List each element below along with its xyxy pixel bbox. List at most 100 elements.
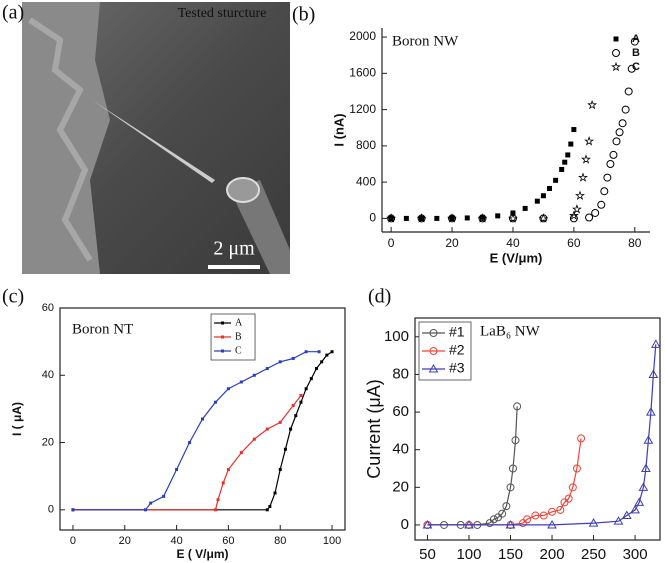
data-point	[292, 357, 295, 360]
legend-label: A	[632, 33, 640, 45]
y-tick-label: 2000	[349, 29, 376, 43]
data-point	[279, 421, 282, 424]
data-point	[305, 387, 308, 390]
data-point	[214, 401, 217, 404]
data-point	[588, 101, 596, 108]
annotation: Boron NW	[392, 33, 459, 49]
data-point	[622, 106, 629, 113]
data-point	[279, 360, 282, 363]
image-caption: Tested sturcture	[178, 6, 267, 21]
data-point	[188, 441, 191, 444]
legend-marker	[614, 37, 619, 42]
data-point	[541, 193, 546, 198]
data-point	[299, 394, 302, 397]
x-tick-label: 300	[623, 546, 648, 563]
y-tick-label: 60	[42, 302, 54, 314]
y-tick-label: 100	[384, 328, 409, 345]
data-point	[553, 178, 558, 183]
x-tick-label: 0	[70, 535, 76, 547]
y-tick-label: 20	[42, 436, 54, 448]
y-axis-label: I ( μA)	[10, 402, 24, 436]
legend-label: #2	[449, 342, 465, 358]
data-point	[592, 209, 599, 216]
data-point	[240, 451, 243, 454]
y-tick-label: 40	[392, 441, 409, 458]
data-point	[222, 481, 225, 484]
data-point	[266, 367, 269, 370]
data-point	[217, 498, 220, 501]
legend: ABC	[612, 33, 640, 73]
data-point	[274, 492, 277, 495]
data-point	[320, 360, 323, 363]
data-point	[547, 186, 552, 191]
legend-marker	[221, 350, 224, 353]
series-line	[73, 352, 332, 510]
legend-marker	[221, 322, 224, 325]
y-tick-label: 400	[356, 174, 376, 188]
data-point	[315, 367, 318, 370]
x-tick-label: 40	[170, 535, 182, 547]
data-point	[253, 438, 256, 441]
legend-label: B	[632, 47, 640, 59]
data-point	[585, 137, 593, 144]
y-tick-label: 0	[48, 504, 54, 516]
page: {"image_panel": {"label": "(a)", "captio…	[0, 0, 665, 563]
panel-label: (a)	[2, 2, 24, 24]
legend-label: C	[235, 345, 242, 356]
y-tick-label: 40	[42, 369, 54, 381]
data-point	[175, 468, 178, 471]
x-tick-label: 150	[498, 546, 523, 563]
x-tick-label: 250	[581, 546, 606, 563]
data-point	[144, 508, 147, 511]
legend: #1#2#3	[419, 322, 471, 380]
data-point	[465, 215, 470, 220]
data-point	[559, 167, 564, 172]
data-point	[266, 508, 269, 511]
legend-label: #3	[449, 360, 465, 376]
data-point	[325, 354, 328, 357]
x-axis-label: E ( V/μm)	[176, 547, 228, 561]
series-line	[73, 352, 319, 510]
x-tick-label: 80	[274, 535, 286, 547]
scale-bar-label: 2 μm	[213, 238, 255, 260]
data-point	[289, 428, 292, 431]
data-point	[227, 468, 230, 471]
x-tick-label: 50	[419, 546, 436, 563]
data-point	[607, 161, 614, 168]
data-point	[149, 502, 152, 505]
legend-label: C	[632, 61, 640, 73]
data-point	[619, 120, 626, 127]
data-point	[535, 199, 540, 204]
legend-label: B	[235, 331, 242, 342]
data-point	[268, 505, 271, 508]
data-point	[579, 174, 587, 181]
x-tick-label: 0	[388, 236, 395, 250]
series-line	[73, 396, 301, 510]
data-point	[565, 152, 570, 157]
data-point	[613, 138, 620, 145]
x-tick-label: 200	[540, 546, 565, 563]
y-tick-label: 60	[392, 403, 409, 420]
data-point	[305, 350, 308, 353]
annotation: LaB₆ NW	[480, 323, 541, 339]
x-tick-label: 60	[567, 236, 581, 250]
y-tick-label: 0	[401, 516, 409, 533]
data-point	[610, 151, 617, 158]
data-point	[601, 188, 608, 195]
data-point	[586, 214, 593, 221]
data-point	[162, 495, 165, 498]
y-tick-label: 1600	[349, 66, 376, 80]
y-axis-label: I (nA)	[331, 113, 346, 146]
x-tick-label: 80	[628, 236, 642, 250]
legend-marker	[613, 50, 620, 57]
y-tick-label: 20	[392, 478, 409, 495]
data-point	[294, 414, 297, 417]
sem-image: 2 μm Tested sturcture (a)	[2, 2, 290, 274]
data-point	[279, 468, 282, 471]
legend-label: A	[235, 317, 243, 328]
data-point	[292, 404, 295, 407]
data-point	[266, 428, 269, 431]
data-point	[310, 377, 313, 380]
x-tick-label: 100	[323, 535, 341, 547]
sem-probe-tip	[227, 178, 259, 202]
